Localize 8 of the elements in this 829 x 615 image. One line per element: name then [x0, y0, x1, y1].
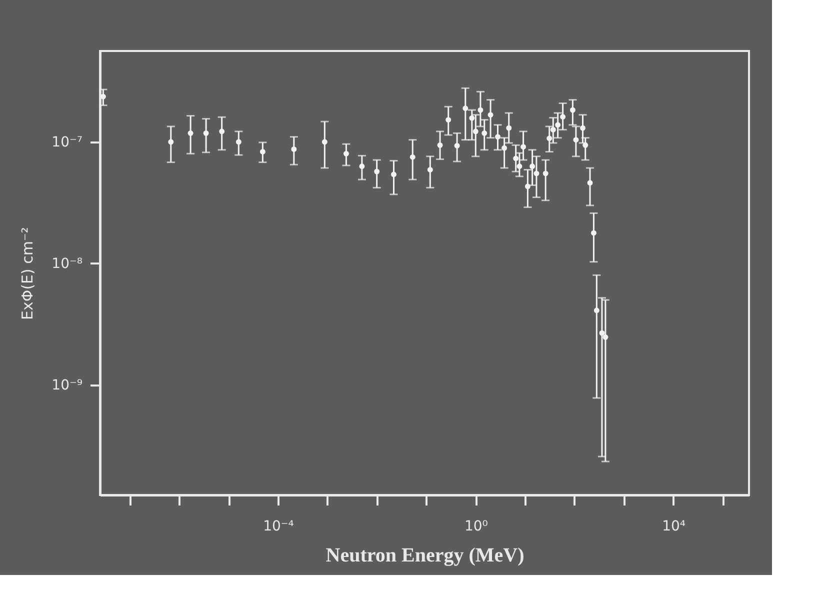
x-tick-label: 10⁴ — [662, 518, 686, 534]
x-tick-label: 10⁰ — [464, 518, 488, 534]
y-tick-label: 10⁻⁷ — [52, 134, 82, 150]
y-tick-label: 10⁻⁹ — [52, 377, 83, 394]
x-tick-label: 10⁻⁴ — [263, 518, 294, 534]
y-tick-label: 10⁻⁸ — [52, 256, 83, 272]
x-axis-title: Neutron Energy (MeV) — [326, 544, 524, 566]
y-axis-title: ExΦ(E) cm⁻² — [18, 227, 37, 320]
